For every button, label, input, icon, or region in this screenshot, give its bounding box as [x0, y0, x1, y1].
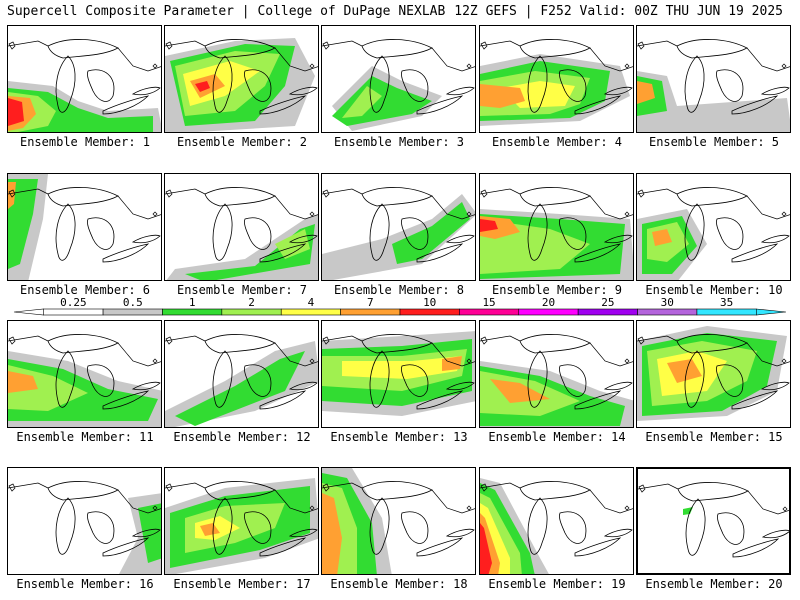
map-panel-5 [636, 25, 791, 133]
legend-swatch [102, 308, 163, 316]
map-panel-14 [479, 320, 634, 428]
panel-label-18: Ensemble Member: 18 [330, 577, 468, 591]
panel-label-1: Ensemble Member: 1 [19, 135, 151, 149]
legend-threshold-label: 2 [248, 296, 255, 309]
panel-label-12: Ensemble Member: 12 [173, 430, 311, 444]
legend-threshold-label: 25 [601, 296, 614, 309]
map-panel-2 [164, 25, 319, 133]
panel-label-16: Ensemble Member: 16 [16, 577, 154, 591]
legend-swatch [577, 308, 638, 316]
panel-label-6: Ensemble Member: 6 [19, 283, 151, 297]
legend-threshold-label: 20 [542, 296, 555, 309]
panel-label-20: Ensemble Member: 20 [645, 577, 783, 591]
map-panel-16 [7, 467, 162, 575]
legend-threshold-label: 30 [661, 296, 674, 309]
legend-arrow-left [13, 308, 44, 316]
legend-threshold-label: 1 [189, 296, 196, 309]
map-title: Supercell Composite Parameter | College … [7, 4, 446, 19]
map-panel-10 [636, 173, 791, 281]
legend-threshold-label: 7 [367, 296, 374, 309]
legend-swatch [459, 308, 520, 316]
panel-label-15: Ensemble Member: 15 [645, 430, 783, 444]
panel-label-7: Ensemble Member: 7 [176, 283, 308, 297]
panel-label-3: Ensemble Member: 3 [333, 135, 465, 149]
map-panel-3 [321, 25, 476, 133]
color-legend: 0.25 0.5 1 2 4 7 10 15 20 25 30 35 [13, 296, 787, 316]
map-panel-11 [7, 320, 162, 428]
legend-threshold-label: 10 [423, 296, 436, 309]
legend-arrow-right [756, 308, 787, 316]
map-panel-8 [321, 173, 476, 281]
panel-label-2: Ensemble Member: 2 [176, 135, 308, 149]
panel-label-10: Ensemble Member: 10 [645, 283, 783, 297]
legend-swatch [340, 308, 401, 316]
valid-time-title: 12Z GEFS | F252 Valid: 00Z THU JUN 19 20… [454, 4, 783, 19]
map-panel-20 [636, 467, 791, 575]
legend-threshold-label: 0.5 [123, 296, 143, 309]
panel-label-11: Ensemble Member: 11 [16, 430, 154, 444]
map-panel-17 [164, 467, 319, 575]
legend-threshold-label: 35 [720, 296, 733, 309]
map-panel-1 [7, 25, 162, 133]
map-panel-15 [636, 320, 791, 428]
panel-label-8: Ensemble Member: 8 [333, 283, 465, 297]
legend-swatch [399, 308, 460, 316]
map-panel-4 [479, 25, 634, 133]
legend-swatch [221, 308, 282, 316]
legend-swatch [696, 308, 757, 316]
panel-label-14: Ensemble Member: 14 [488, 430, 626, 444]
legend-threshold-label: 15 [482, 296, 495, 309]
legend-swatch [280, 308, 341, 316]
panel-label-5: Ensemble Member: 5 [648, 135, 780, 149]
map-panel-12 [164, 320, 319, 428]
panel-label-13: Ensemble Member: 13 [330, 430, 468, 444]
legend-threshold-label: 4 [308, 296, 315, 309]
legend-threshold-label: 0.25 [60, 296, 87, 309]
map-panel-6 [7, 173, 162, 281]
panel-label-19: Ensemble Member: 19 [488, 577, 626, 591]
map-panel-9 [479, 173, 634, 281]
map-panel-18 [321, 467, 476, 575]
map-panel-13 [321, 320, 476, 428]
legend-swatch [162, 308, 223, 316]
legend-swatch [518, 308, 579, 316]
panel-label-4: Ensemble Member: 4 [491, 135, 623, 149]
panel-label-9: Ensemble Member: 9 [491, 283, 623, 297]
map-panel-19 [479, 467, 634, 575]
legend-swatch [637, 308, 698, 316]
map-panel-7 [164, 173, 319, 281]
legend-swatch [43, 308, 104, 316]
panel-label-17: Ensemble Member: 17 [173, 577, 311, 591]
